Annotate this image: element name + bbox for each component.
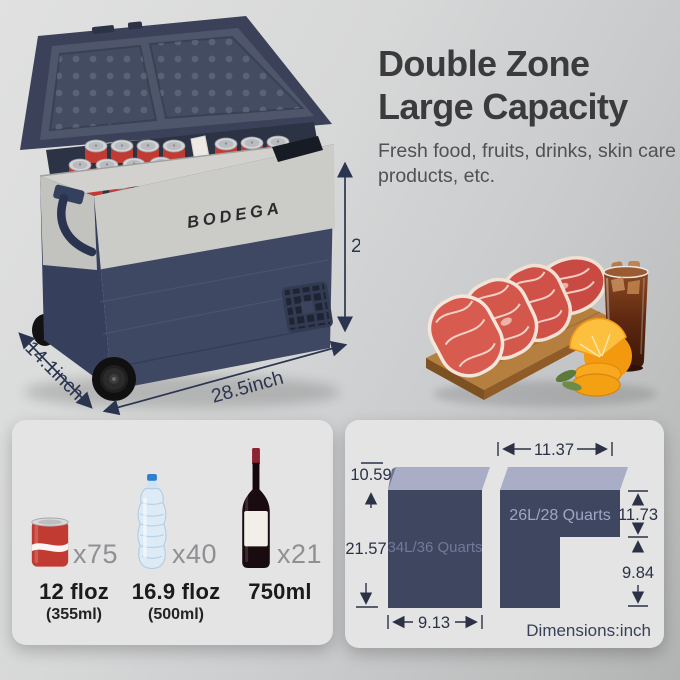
height-dimension-label: 21.6inch [351,235,360,257]
cola-size-label: 12 floz [39,579,109,604]
vent-grille [281,281,333,333]
left-zone-height-value: 21.57 [345,540,386,558]
side-handle [53,184,97,257]
leaf [555,369,582,391]
capacity-item-water: x40 16.9 floz (500ml) [120,444,232,624]
steaks [427,256,607,378]
capacity-item-wine: x21 750ml [224,444,336,606]
left-zone-depth-value: 10.59 [350,466,391,484]
capacity-panel: x75 12 floz (355ml) x40 16.9 floz (500ml… [12,420,333,645]
water-bottle-icon [137,474,167,570]
zone-dimensions-diagram: 34L/36 Quarts 26L/28 Quarts [345,441,658,640]
front-wheel [92,357,136,401]
depth-dimension-arrow [18,332,93,409]
headline-line1: Double Zone [378,43,590,84]
water-size-label: 16.9 floz [131,579,221,604]
width-dimension-arrow [102,340,348,416]
headline-line2: Large Capacity [378,86,628,127]
cooler-open-lid [20,16,332,150]
dimensions-unit-note: Dimensions:inch [526,621,651,640]
right-zone-lower-height-value: 9.84 [622,564,654,582]
right-zone-shape: 26L/28 Quarts [500,467,628,608]
cola-can-icon [31,517,69,567]
water-count: x40 [171,539,218,569]
wine-count: x21 [276,539,323,569]
left-zone-label: 34L/36 Quarts [387,539,482,556]
wine-bottle-icon [242,448,270,569]
dimension-annotations [18,161,354,416]
left-zone-width-value: 9.13 [418,614,450,632]
right-zone-width-value: 11.37 [534,441,574,459]
orange-slices [555,317,632,397]
headline-subtitle: Fresh food, fruits, drinks, skin care pr… [378,140,677,187]
control-display [272,136,323,162]
left-zone-shape: 34L/36 Quarts [387,467,490,608]
cola-metric-label: (355ml) [45,606,103,623]
wine-size-label: 750ml [248,579,312,604]
dimensions-panel: 34L/36 Quarts 26L/28 Quarts [345,420,664,648]
cola-count: x75 [72,539,119,569]
cooler-photo: BODEGA 21.6inch 14. [18,16,360,416]
water-metric-label: (500ml) [147,606,205,623]
diagram-dimension-lines [356,442,648,629]
cooler-body: BODEGA [39,136,335,390]
food-photo [426,256,657,407]
capacity-item-cola: x75 12 floz (355ml) [18,444,130,624]
right-zone-label: 26L/28 Quarts [509,507,610,524]
right-zone-upper-height-value: 11.73 [618,506,658,524]
headline-block: Double Zone Large Capacity Fresh food, f… [378,42,680,189]
